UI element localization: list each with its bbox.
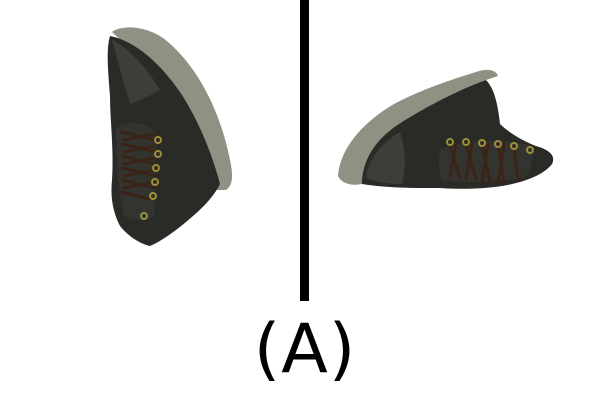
figure-label: (A): [253, 310, 357, 389]
left-shoe-eyelets: [140, 136, 162, 220]
right-shoe-image: [338, 69, 554, 189]
left-shoe-laces: [120, 130, 158, 202]
center-divider-line: [300, 0, 309, 301]
right-shoe-heel: [366, 132, 405, 184]
left-shoe-collar: [112, 40, 160, 104]
right-shoe-laces: [448, 142, 520, 184]
left-shoe-image: [107, 27, 233, 246]
left-shoe-view: [0, 0, 300, 300]
right-shoe-sole: [338, 69, 498, 185]
right-shoe-eyelets: [446, 138, 534, 154]
right-shoe-view: [310, 0, 610, 300]
